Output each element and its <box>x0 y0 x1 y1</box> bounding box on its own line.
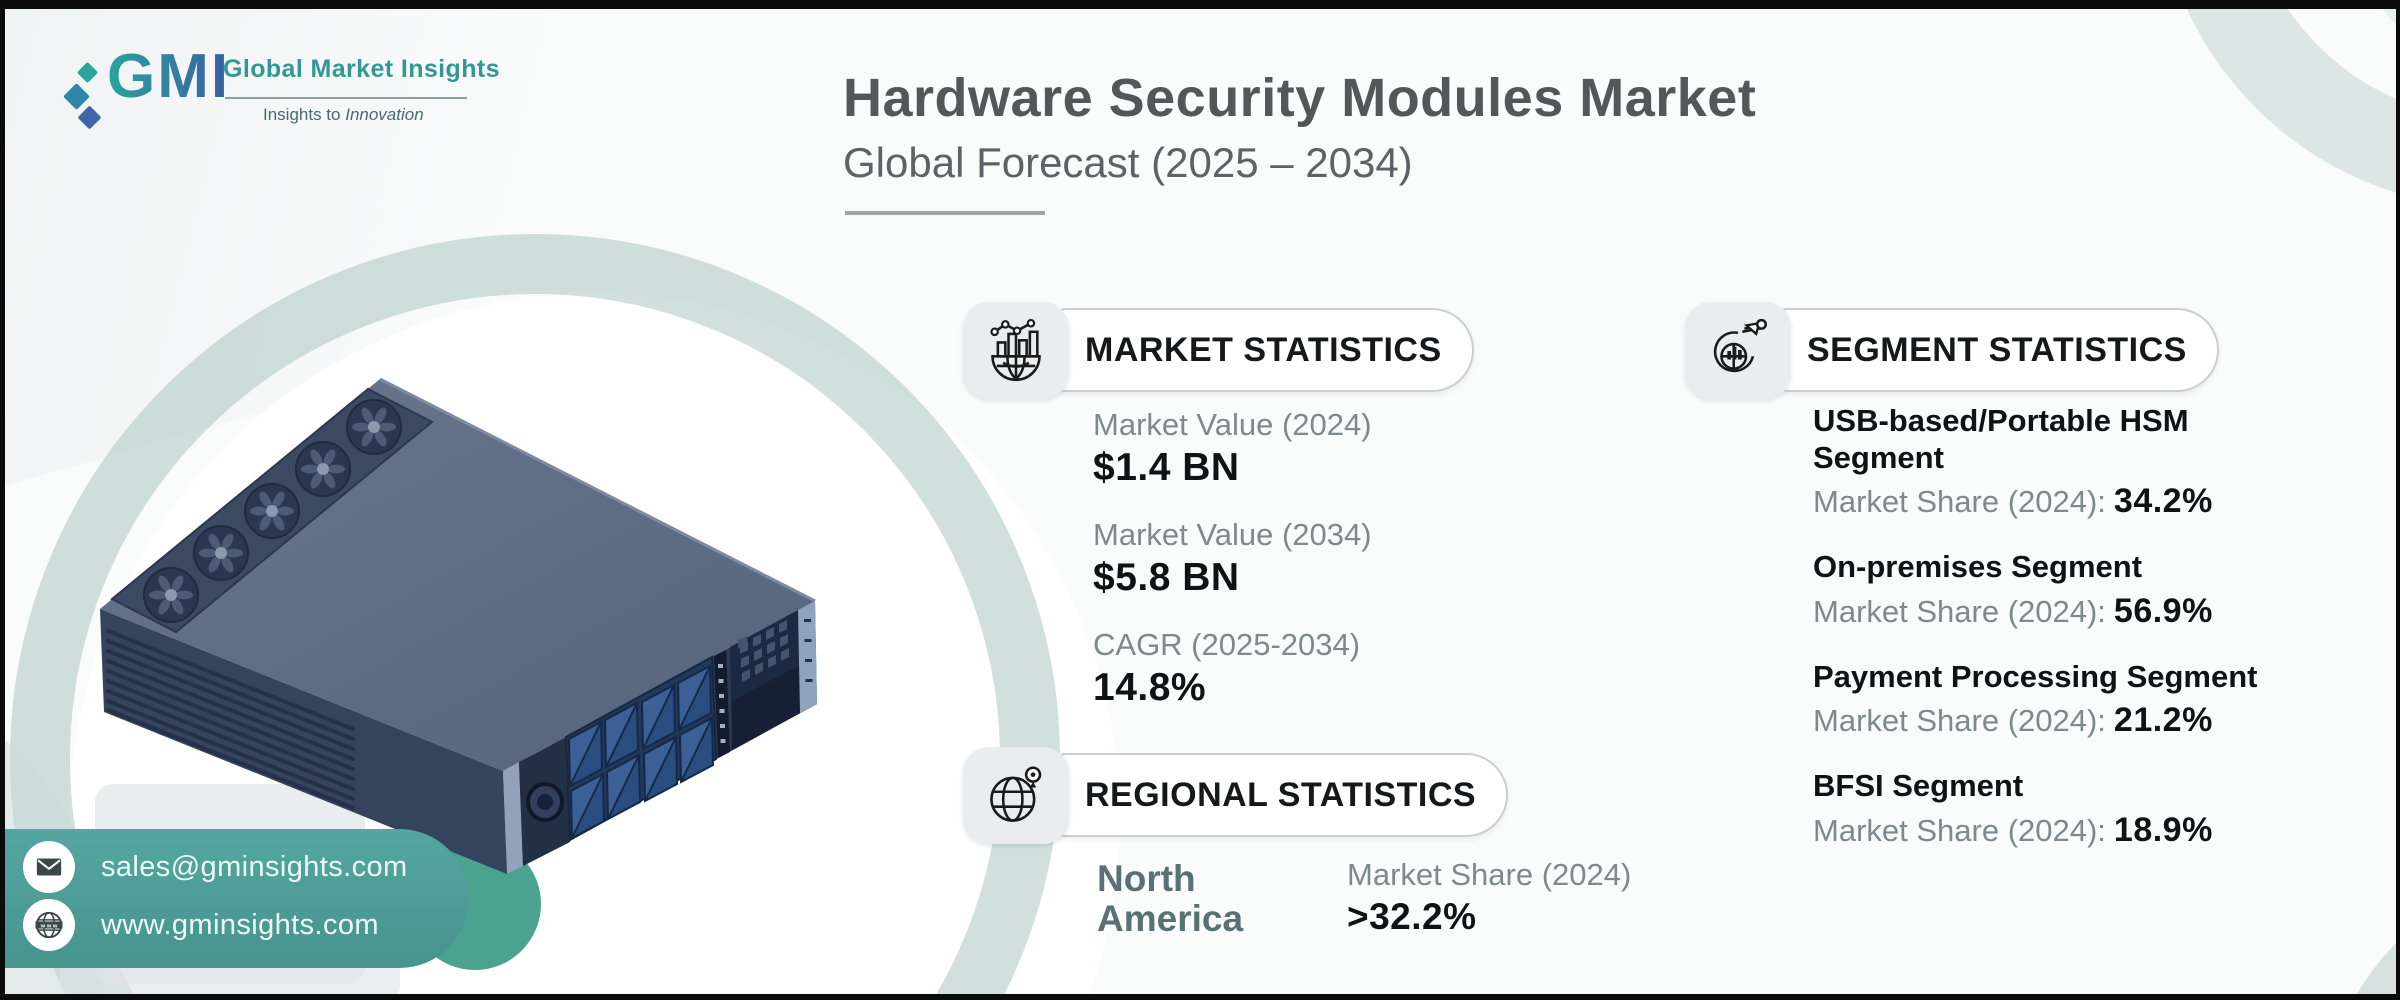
regional-statistics-heading: REGIONAL STATISTICS <box>1053 753 1509 837</box>
pie-chart-arrow-icon <box>1713 318 1768 372</box>
email-icon <box>23 841 75 893</box>
segment-share: Market Share (2024): 18.9% <box>1813 811 2383 850</box>
stat-value: 34.2% <box>2113 482 2213 521</box>
brand-divider <box>225 97 467 99</box>
region-share: Market Share (2024) >32.2% <box>1347 857 1631 938</box>
stat-label: Market Value (2034) <box>1093 517 1372 552</box>
segment-name: Payment Processing Segment <box>1813 658 2258 694</box>
segment-statistics-items: USB-based/Portable HSM Segment Market Sh… <box>1813 403 2383 878</box>
segment-name: On-premises Segment <box>1813 549 2143 585</box>
segment-item: USB-based/Portable HSM Segment Market Sh… <box>1813 403 2383 521</box>
market-statistics-heading: MARKET STATISTICS <box>1053 308 1474 392</box>
tagline-prefix: Insights to <box>263 105 346 124</box>
globe-pin-icon <box>990 765 1042 822</box>
contact-website[interactable]: www.gminsights.com <box>101 908 379 941</box>
market-statistics-items: Market Value (2024) $1.4 BN Market Value… <box>1093 407 1523 737</box>
segment-share: Market Share (2024): 56.9% <box>1813 592 2383 631</box>
logo-monogram: GMI <box>107 42 231 111</box>
regional-statistics-icon-badge <box>963 747 1069 844</box>
stat-label: Market Value (2024) <box>1093 407 1372 442</box>
hsm-server-illustration <box>100 377 817 874</box>
segment-name: USB-based/Portable HSM Segment <box>1813 403 2189 475</box>
page-title: Hardware Security Modules Market <box>843 68 1757 128</box>
stat-value: 21.2% <box>2113 701 2213 740</box>
segment-item: Payment Processing Segment Market Share … <box>1813 659 2383 741</box>
logo-diamond <box>77 105 102 130</box>
contact-website-row: w w w www.gminsights.com <box>23 899 379 951</box>
segment-share: Market Share (2024): 21.2% <box>1813 701 2383 740</box>
stat-label: CAGR (2025-2034) <box>1093 627 1361 662</box>
contact-banner: sales@gminsights.com w w w www.gminsight… <box>5 829 469 968</box>
segment-item: On-premises Segment Market Share (2024):… <box>1813 549 2383 631</box>
ring-decoration <box>2155 9 2396 209</box>
svg-text:w w w: w w w <box>40 923 58 929</box>
stat-label: Market Share (2024): <box>1813 703 2106 739</box>
stat-value: $5.8 BN <box>1093 556 1240 599</box>
globe-bar-chart-icon <box>990 318 1041 381</box>
title-underline <box>845 211 1045 215</box>
brand-name: Global Market Insights <box>223 55 500 83</box>
tagline-emphasis: Innovation <box>345 105 424 124</box>
segment-statistics-heading: SEGMENT STATISTICS <box>1775 308 2219 392</box>
stat-label: Market Share (2024): <box>1813 812 2106 848</box>
segment-share: Market Share (2024): 34.2% <box>1813 482 2383 521</box>
segment-item: BFSI Segment Market Share (2024): 18.9% <box>1813 768 2383 850</box>
segment-name: BFSI Segment <box>1813 768 2024 804</box>
stat-value: 18.9% <box>2113 810 2213 849</box>
stat-value: $1.4 BN <box>1093 446 1240 489</box>
stat-label: Market Share (2024): <box>1813 484 2106 520</box>
page-subtitle: Global Forecast (2025 – 2034) <box>843 139 1413 186</box>
stat-value: 56.9% <box>2113 591 2213 630</box>
market-statistics-icon-badge <box>963 302 1069 399</box>
stat-value: 14.8% <box>1093 666 1207 709</box>
stat-label: Market Share (2024) <box>1347 857 1632 892</box>
contact-email-row: sales@gminsights.com <box>23 841 408 893</box>
segment-statistics-icon-badge <box>1685 302 1791 399</box>
www-globe-icon: w w w <box>23 899 75 951</box>
contact-email[interactable]: sales@gminsights.com <box>101 850 408 883</box>
logo-diamond <box>76 61 99 84</box>
brand-tagline: Insights to Innovation <box>263 105 424 125</box>
gmi-logo: GMI Global Market Insights Insights to I… <box>35 42 500 155</box>
stat-value: >32.2% <box>1347 896 1477 937</box>
stat-label: Market Share (2024): <box>1813 593 2106 629</box>
region-name: North America <box>1097 858 1244 939</box>
logo-diamond <box>63 83 90 110</box>
